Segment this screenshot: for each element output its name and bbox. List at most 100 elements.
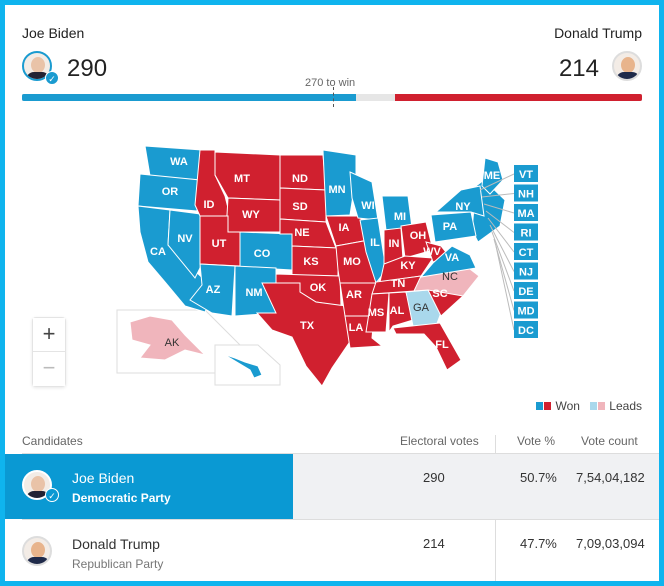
state-label-nc: NC [442, 271, 458, 283]
state-label-wy: WY [242, 209, 260, 221]
state-label-sc: SC [432, 288, 447, 300]
legend-leads: Leads [609, 399, 642, 413]
row-name: Joe Biden [72, 470, 135, 486]
election-results-card: Joe Biden Donald Trump ✓ 290 214 270 to … [5, 5, 659, 581]
state-label-ri: RI [521, 228, 532, 240]
header-candidates: Candidates [22, 434, 83, 448]
state-label-co: CO [254, 248, 271, 260]
threshold-label: 270 to win [305, 77, 356, 89]
header-electoral-votes: Electoral votes [400, 434, 479, 448]
state-label-ny: NY [455, 201, 471, 213]
state-hi[interactable] [219, 351, 263, 379]
table-row-biden[interactable]: ✓ Joe Biden Democratic Party 290 50.7% 7… [5, 454, 659, 519]
state-box-de[interactable] [514, 282, 538, 299]
state-tx[interactable] [255, 282, 352, 387]
leader-line [491, 231, 515, 292]
threshold-marker [333, 87, 335, 107]
row-count: 7,09,03,094 [576, 536, 645, 551]
state-label-mi: MI [394, 211, 406, 223]
state-box-nj[interactable] [514, 262, 538, 280]
state-label-wa: WA [170, 156, 188, 168]
state-label-tn: TN [391, 278, 406, 290]
state-box-md[interactable] [514, 301, 538, 319]
state-label-nj: NJ [519, 267, 533, 279]
state-label-in: IN [389, 238, 400, 250]
header-vote-pct: Vote % [517, 434, 556, 448]
state-fl[interactable] [392, 322, 462, 371]
row-name: Donald Trump [72, 536, 160, 552]
state-label-ct: CT [519, 247, 534, 259]
state-label-ky: KY [400, 260, 416, 272]
state-label-ok: OK [310, 282, 327, 294]
state-label-mt: MT [234, 173, 250, 185]
zoom-in-button[interactable]: + [33, 318, 65, 352]
state-va[interactable] [419, 245, 477, 278]
state-pa[interactable] [430, 211, 477, 243]
state-label-wv: WV [423, 246, 441, 258]
biden-electoral-votes: 290 [67, 55, 108, 82]
state-label-me: ME [484, 170, 501, 182]
state-label-id: ID [204, 199, 215, 211]
rep-bar-fill [395, 94, 642, 101]
state-label-dc: DC [518, 325, 534, 337]
state-label-ga: GA [413, 302, 430, 314]
state-label-la: LA [349, 322, 364, 334]
state-label-nd: ND [292, 173, 308, 185]
row-party: Republican Party [72, 557, 164, 571]
trump-row-avatar [22, 536, 52, 566]
biden-name: Joe Biden [22, 25, 85, 41]
state-label-ia: IA [339, 222, 350, 234]
row-count: 7,54,04,182 [576, 470, 645, 485]
state-label-nv: NV [177, 233, 193, 245]
zoom-out-button[interactable]: − [33, 352, 65, 386]
state-ms[interactable] [365, 292, 390, 333]
leader-line [483, 203, 515, 214]
state-box-ma[interactable] [514, 204, 538, 221]
state-label-al: AL [390, 305, 405, 317]
electoral-progress-bar [22, 87, 642, 107]
leader-line [495, 245, 515, 331]
table-row-trump[interactable]: Donald Trump Republican Party 214 47.7% … [5, 520, 659, 581]
state-label-ms: MS [368, 307, 385, 319]
state-label-oh: OH [410, 230, 427, 242]
row-electoral: 214 [423, 536, 445, 551]
state-label-az: AZ [206, 284, 221, 296]
state-label-va: VA [445, 252, 460, 264]
map-legend: Won Leads [536, 399, 642, 413]
state-label-md: MD [517, 306, 534, 318]
row-pct: 50.7% [520, 470, 557, 485]
state-label-mn: MN [328, 184, 345, 196]
state-ak[interactable] [129, 315, 207, 361]
row-electoral: 290 [423, 470, 445, 485]
state-label-pa: PA [443, 221, 458, 233]
state-label-ak: AK [165, 337, 180, 349]
check-icon: ✓ [45, 488, 59, 502]
state-box-vt[interactable] [514, 165, 538, 182]
state-label-ne: NE [294, 227, 309, 239]
us-electoral-map[interactable]: WA OR CA NV ID MT WY UT CO AZ NM ND SD NE KS OK TX MN IA MO… [0, 0, 664, 400]
state-ny[interactable] [434, 185, 485, 217]
state-me[interactable] [481, 157, 504, 195]
state-label-ma: MA [517, 208, 534, 220]
state-box-dc[interactable] [514, 321, 538, 338]
state-ky[interactable] [379, 255, 434, 283]
state-or[interactable] [137, 173, 201, 212]
state-wi[interactable] [349, 171, 379, 221]
state-label-mo: MO [343, 256, 361, 268]
dem-bar-fill [22, 94, 357, 101]
check-icon: ✓ [45, 71, 59, 85]
state-al[interactable] [388, 291, 414, 334]
legend-won: Won [555, 399, 580, 413]
leader-line [479, 173, 515, 191]
state-box-ri[interactable] [514, 223, 538, 241]
leader-line [485, 210, 515, 233]
state-box-ct[interactable] [514, 243, 538, 260]
row-party: Democratic Party [72, 491, 171, 505]
leader-line [481, 193, 515, 198]
state-label-nm: NM [245, 287, 262, 299]
leader-line [487, 217, 515, 253]
state-label-wi: WI [361, 200, 374, 212]
state-label-ks: KS [303, 256, 318, 268]
trump-name: Donald Trump [554, 25, 642, 41]
state-box-nh[interactable] [514, 184, 538, 202]
